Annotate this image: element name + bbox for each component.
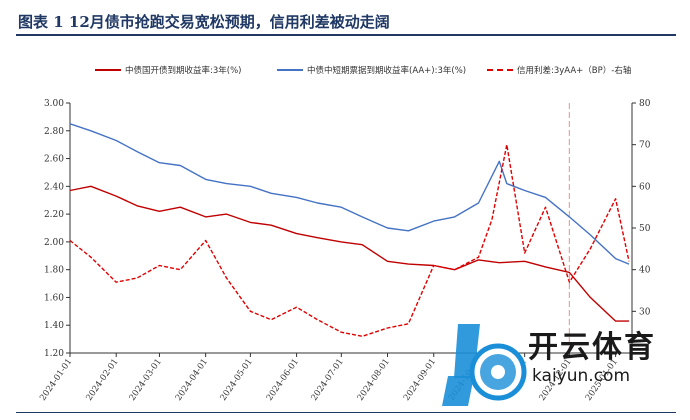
legend-item-credit-spread: 信用利差:3yAA+（BP）-右轴 — [487, 64, 631, 76]
watermark: 开云体育 kaiyun.com — [440, 318, 685, 413]
legend-item-mtn-yield: 中债中短期票据到期收益率(AA+):3年(%) — [277, 64, 466, 76]
left-tick-label: 1.80 — [44, 266, 64, 276]
right-tick-label: 40 — [639, 266, 651, 276]
legend-item-cdb-yield: 中债国开债到期收益率:3年(%) — [95, 64, 241, 76]
left-tick-label: 2.20 — [44, 210, 64, 220]
left-tick-label: 1.40 — [44, 321, 64, 331]
x-tick-label: 2024-01-01 — [38, 357, 74, 403]
left-tick-label: 3.00 — [44, 99, 64, 109]
watermark-logo-icon — [442, 324, 527, 406]
legend-label: 中债国开债到期收益率:3年(%) — [125, 66, 242, 76]
right-tick-label: 70 — [639, 141, 651, 151]
watermark-brand: 开云体育 — [528, 330, 656, 365]
left-tick-label: 2.00 — [44, 238, 64, 248]
left-tick-label: 1.60 — [44, 293, 64, 303]
chart-legend: 中债国开债到期收益率:3年(%) 中债中短期票据到期收益率(AA+):3年(%)… — [95, 64, 665, 80]
legend-swatch-solid-red — [95, 69, 121, 71]
right-tick-label: 50 — [639, 224, 651, 234]
x-tick-label: 2024-07-01 — [309, 357, 345, 403]
left-tick-label: 1.20 — [44, 349, 64, 359]
legend-swatch-dashed-red — [487, 69, 513, 71]
figure-title: 图表 1 12月债市抢跑交易宽松预期，信用利差被动走阔 — [18, 13, 390, 31]
legend-swatch-solid-blue — [277, 69, 303, 71]
left-tick-label: 2.60 — [44, 155, 64, 165]
x-tick-label: 2024-05-01 — [219, 357, 255, 403]
figure-header: 图表 1 12月债市抢跑交易宽松预期，信用利差被动走阔 — [16, 8, 676, 36]
x-tick-label: 2024-08-01 — [356, 357, 392, 403]
series-line — [69, 185, 629, 322]
left-tick-label: 2.80 — [44, 127, 64, 137]
x-tick-label: 2024-02-01 — [84, 357, 120, 403]
series-line — [69, 143, 630, 337]
x-tick-label: 2024-04-01 — [174, 357, 210, 403]
series-line — [69, 123, 630, 265]
right-tick-label: 60 — [639, 182, 651, 192]
watermark-domain: kaiyun.com — [532, 366, 631, 386]
x-tick-label: 2024-09-01 — [402, 357, 438, 403]
x-tick-label: 2024-06-01 — [265, 357, 301, 403]
legend-label: 信用利差:3yAA+（BP）-右轴 — [517, 66, 632, 76]
legend-label: 中债中短期票据到期收益率(AA+):3年(%) — [307, 66, 467, 76]
left-tick-label: 2.40 — [44, 182, 64, 192]
x-tick-label: 2024-03-01 — [128, 357, 164, 403]
right-tick-label: 80 — [639, 99, 651, 109]
right-tick-label: 30 — [639, 307, 651, 317]
footer-divider — [16, 412, 676, 413]
